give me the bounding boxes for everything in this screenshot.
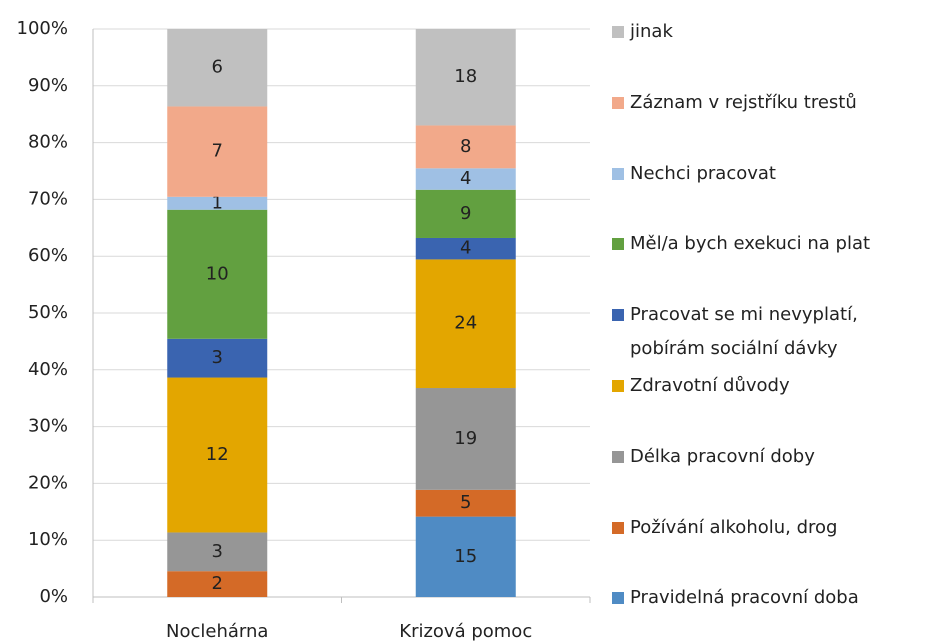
data-label: 3	[212, 347, 223, 368]
legend-entry: Záznam v rejstříku trestů	[612, 86, 924, 120]
data-label: 4	[460, 168, 471, 189]
bar-segment	[415, 259, 516, 389]
x-tick-label: Krizová pomoc	[399, 621, 532, 641]
data-label: 19	[454, 428, 477, 449]
y-tick-label: 60%	[28, 245, 68, 266]
legend-swatch	[612, 380, 624, 392]
y-tick-label: 20%	[28, 472, 68, 493]
legend-label: Pracovat se mi nevyplatí, pobírám sociál…	[630, 304, 858, 360]
bar-segment	[167, 196, 268, 210]
legend-entry: Pracovat se mi nevyplatí, pobírám sociál…	[612, 298, 924, 366]
bar-segment	[415, 29, 516, 126]
data-label: 5	[460, 492, 471, 513]
legend-entry: Požívání alkoholu, drog	[612, 511, 924, 545]
legend-entry: jinak	[612, 15, 924, 49]
y-tick-label: 0%	[39, 586, 68, 607]
bar-segment	[415, 125, 516, 169]
bar-segment	[167, 571, 268, 597]
legend-swatch	[612, 521, 624, 534]
legend-swatch	[612, 450, 624, 463]
legend-label: jinak	[630, 21, 673, 42]
bar-segment	[415, 489, 516, 517]
legend-label: Délka pracovní doby	[630, 445, 815, 467]
legend-label: Požívání alkoholu, drog	[630, 516, 838, 538]
y-tick-label: 30%	[28, 416, 68, 437]
data-label: 2	[212, 573, 223, 594]
legend-entry: Zdravotní důvody	[612, 369, 924, 403]
data-label: 3	[212, 541, 223, 562]
bar-segment	[415, 168, 516, 190]
data-label: 10	[206, 263, 229, 284]
bar-segment	[167, 209, 268, 339]
bar-segment	[167, 106, 268, 197]
bar-segment	[415, 388, 516, 490]
y-tick-label: 70%	[28, 188, 68, 209]
legend-label: Měl/a bych exekuci na plat	[630, 233, 871, 255]
legend-entry: Délka pracovní doby	[612, 440, 924, 474]
legend-entry: Měl/a bych exekuci na plat	[612, 227, 924, 261]
data-label: 9	[460, 203, 471, 224]
legend-swatch	[612, 167, 624, 180]
y-tick-label: 40%	[28, 359, 68, 380]
x-tick-label: Noclehárna	[166, 621, 268, 641]
bar-segment	[167, 377, 268, 533]
legend-swatch	[612, 238, 624, 251]
bar-segment	[415, 189, 516, 238]
legend-label: Zdravotní důvody	[630, 375, 790, 396]
legend-swatch	[612, 592, 624, 605]
data-label: 18	[454, 66, 477, 87]
bar-segment	[415, 516, 516, 597]
bar-segment	[167, 338, 268, 378]
legend-label: Záznam v rejstříku trestů	[630, 91, 857, 113]
data-label: 6	[212, 57, 223, 78]
legend-swatch	[612, 26, 624, 38]
y-tick-label: 100%	[17, 18, 68, 39]
legend-swatch	[612, 96, 624, 109]
y-tick-label: 50%	[28, 302, 68, 323]
data-label: 7	[212, 141, 223, 162]
data-label: 4	[460, 238, 471, 259]
legend-entry: Nechci pracovat	[612, 157, 924, 191]
data-label: 12	[206, 444, 229, 465]
data-label: 1	[212, 192, 223, 213]
legend-label: Pravidelná pracovní doba	[630, 587, 859, 609]
bar-segment	[167, 532, 268, 572]
bar-segment	[167, 29, 268, 107]
legend-entry: Pravidelná pracovní doba	[612, 581, 924, 615]
bar-segment	[415, 237, 516, 260]
data-label: 8	[460, 136, 471, 157]
y-tick-label: 10%	[28, 529, 68, 550]
legend-label: Nechci pracovat	[630, 162, 776, 184]
legend-swatch	[612, 309, 624, 322]
data-label: 15	[454, 546, 477, 567]
y-tick-label: 90%	[28, 75, 68, 96]
y-tick-label: 80%	[28, 132, 68, 153]
data-label: 24	[454, 313, 477, 334]
